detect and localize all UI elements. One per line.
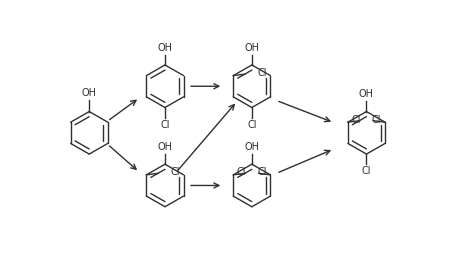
Text: OH: OH	[157, 43, 172, 53]
Text: Cl: Cl	[257, 167, 266, 177]
Text: OH: OH	[81, 88, 97, 98]
Text: Cl: Cl	[170, 167, 179, 177]
Text: Cl: Cl	[247, 120, 256, 130]
Text: Cl: Cl	[237, 167, 246, 177]
Text: Cl: Cl	[371, 115, 381, 125]
Text: OH: OH	[244, 43, 259, 53]
Text: OH: OH	[358, 89, 373, 99]
Text: OH: OH	[157, 142, 172, 152]
Text: Cl: Cl	[160, 120, 169, 130]
Text: Cl: Cl	[361, 166, 370, 176]
Text: Cl: Cl	[257, 68, 266, 78]
Text: OH: OH	[244, 142, 259, 152]
Text: Cl: Cl	[351, 115, 360, 125]
